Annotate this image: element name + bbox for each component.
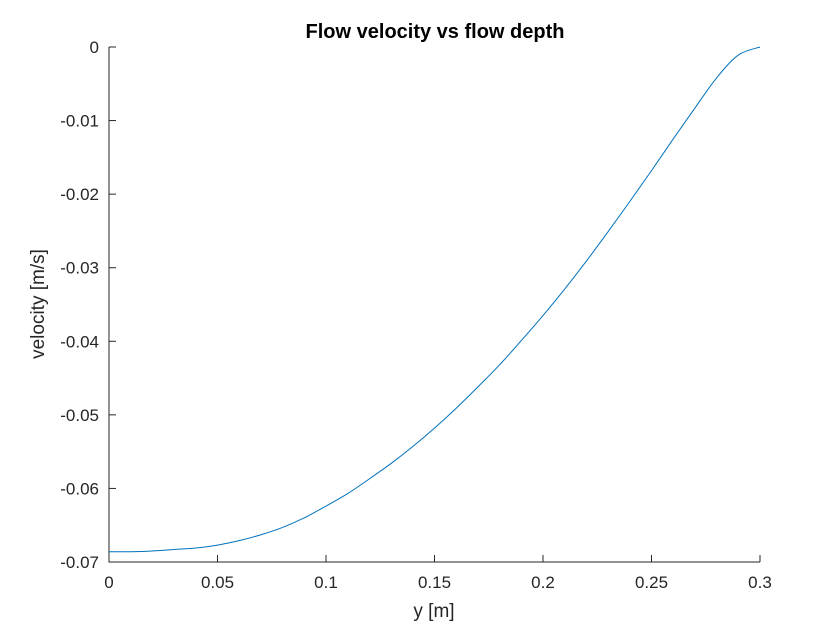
y-axis: -0.07 -0.06 -0.05 -0.04 -0.03 -0.02 -0.01 0 (60, 38, 116, 572)
y-tick-label: -0.07 (60, 553, 99, 572)
data-point (738, 54, 739, 55)
data-point (260, 534, 261, 535)
data-point (651, 170, 652, 171)
y-tick-label: 0 (90, 38, 99, 57)
data-point (499, 364, 500, 365)
y-tick-label: -0.04 (60, 332, 99, 351)
x-tick-label: 0.25 (635, 573, 668, 592)
data-point (152, 550, 153, 551)
data-point (412, 446, 413, 447)
axes-box (108, 47, 760, 563)
x-tick-label: 0.3 (748, 573, 772, 592)
data-point (347, 493, 348, 494)
data-point (456, 408, 457, 409)
data-point (694, 107, 695, 108)
data-point (629, 201, 630, 202)
x-tick-label: 0.05 (201, 573, 234, 592)
chart-title: Flow velocity vs flow depth (306, 21, 565, 43)
data-point (759, 46, 760, 47)
data-point (673, 138, 674, 139)
series-line (108, 46, 761, 553)
data-point (434, 428, 435, 429)
data-point (195, 547, 196, 548)
x-tick-label: 0.1 (314, 573, 338, 592)
data-point (477, 386, 478, 387)
x-tick-label: 0 (104, 573, 113, 592)
data-point (521, 340, 522, 341)
y-tick-label: -0.03 (60, 259, 99, 278)
y-tick-label: -0.02 (60, 185, 99, 204)
data-point (174, 549, 175, 550)
y-tick-label: -0.05 (60, 406, 99, 425)
data-point (608, 231, 609, 232)
x-tick-label: 0.2 (531, 573, 555, 592)
data-point (586, 260, 587, 261)
x-axis: 0 0.05 0.1 0.15 0.2 0.25 0.3 (104, 555, 772, 592)
data-point (369, 478, 370, 479)
data-point (304, 517, 305, 518)
data-point (542, 315, 543, 316)
plot-area: 0 0.05 0.1 0.15 0.2 0.25 0.3 -0.07-0.06-0.05-0… (60, 38, 772, 592)
data-point (239, 540, 240, 541)
x-tick-label: 0.15 (418, 573, 451, 592)
y-tick-label: -0.06 (60, 479, 99, 498)
data-point (564, 288, 565, 289)
series-group (108, 46, 761, 553)
x-axis-label: y [m] (413, 601, 454, 622)
y-tick-label: -0.01 (60, 112, 99, 131)
data-point (130, 551, 131, 552)
data-point (391, 463, 392, 464)
y-axis-label: velocity [m/s] (28, 249, 49, 359)
data-point (325, 505, 326, 506)
data-point (282, 527, 283, 528)
data-point (217, 544, 218, 545)
data-point (716, 77, 717, 78)
data-point (108, 551, 109, 552)
